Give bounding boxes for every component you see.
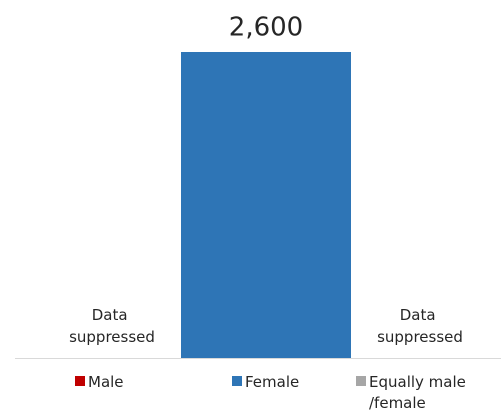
legend-label: Male [88, 373, 124, 391]
legend-item: Equally male /female [356, 373, 471, 410]
legend-item: Female [232, 373, 299, 391]
legend-swatch [356, 376, 366, 386]
legend-swatch [75, 376, 85, 386]
legend-item: Male [75, 373, 124, 391]
legend-label: Equally male /female [369, 373, 471, 410]
data-label: Data suppressed [377, 306, 463, 346]
legend-label: Female [245, 373, 299, 391]
legend-swatch [232, 376, 242, 386]
bar [181, 52, 351, 358]
data-label: 2,600 [229, 13, 303, 43]
data-label: Data suppressed [69, 306, 155, 346]
